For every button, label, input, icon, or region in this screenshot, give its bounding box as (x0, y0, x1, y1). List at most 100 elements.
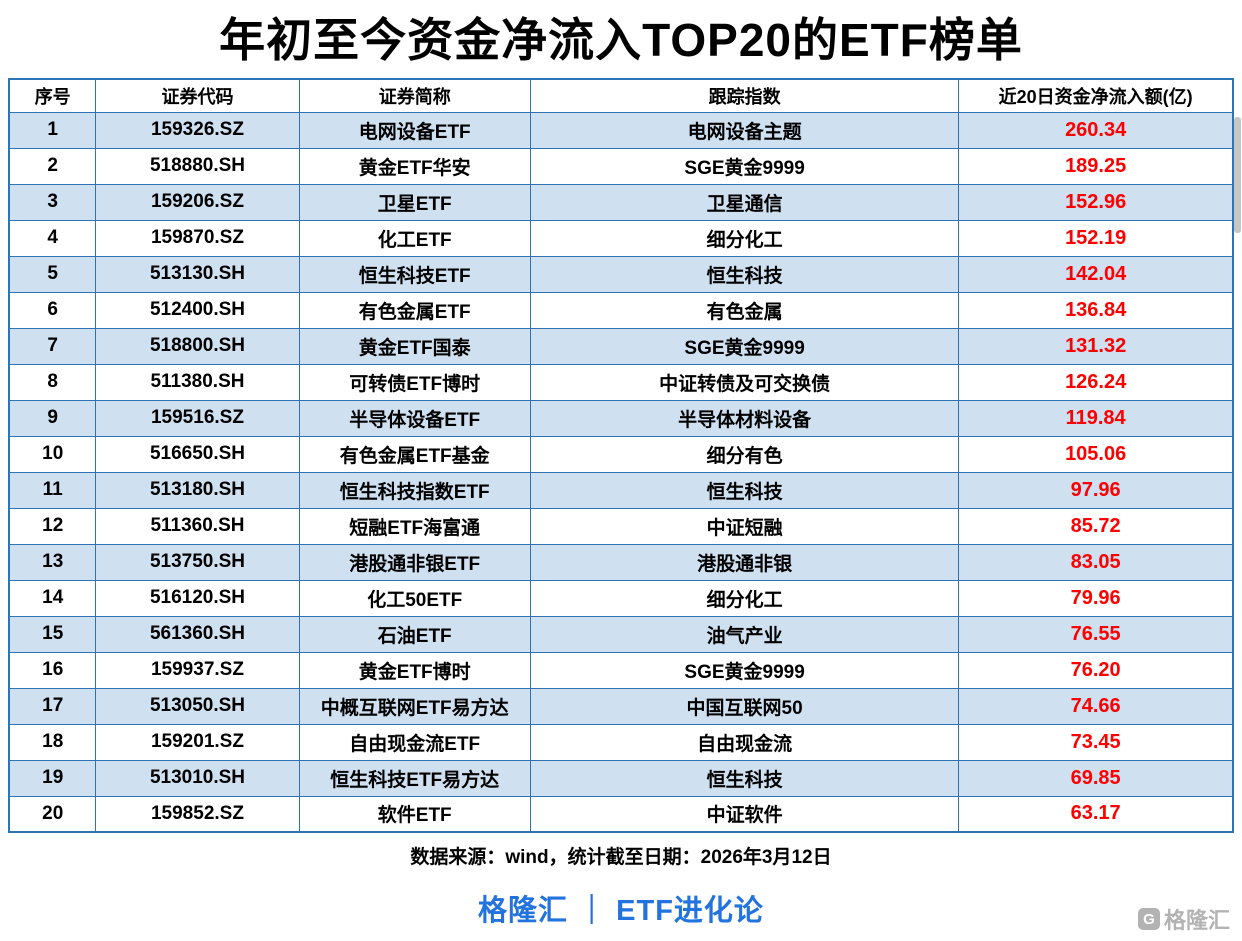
table-row: 10 516650.SH 有色金属ETF基金 细分有色 105.06 (8, 435, 1234, 473)
table-row: 12 511360.SH 短融ETF海富通 中证短融 85.72 (8, 507, 1234, 545)
index-cell: 细分化工 (529, 219, 960, 257)
rank-cell: 1 (8, 111, 97, 149)
table-row: 15 561360.SH 石油ETF 油气产业 76.55 (8, 615, 1234, 653)
code-cell: 513050.SH (95, 687, 300, 725)
table-row: 5 513130.SH 恒生科技ETF 恒生科技 142.04 (8, 255, 1234, 293)
table-row: 9 159516.SZ 半导体设备ETF 半导体材料设备 119.84 (8, 399, 1234, 437)
column-header-0: 序号 (8, 78, 97, 113)
scrollbar-thumb[interactable] (1234, 117, 1241, 233)
page-title: 年初至今资金净流入TOP20的ETF榜单 (219, 14, 1023, 66)
code-cell: 511360.SH (95, 507, 300, 545)
table-row: 19 513010.SH 恒生科技ETF易方达 恒生科技 69.85 (8, 759, 1234, 797)
index-cell: SGE黄金9999 (529, 327, 960, 365)
code-cell: 159326.SZ (95, 111, 300, 149)
rank-cell: 18 (8, 723, 97, 761)
inflow-cell: 142.04 (958, 255, 1234, 293)
rank-cell: 12 (8, 507, 97, 545)
inflow-cell: 152.19 (958, 219, 1234, 257)
rank-cell: 6 (8, 291, 97, 329)
name-cell: 中概互联网ETF易方达 (298, 687, 531, 725)
table-body: 1 159326.SZ 电网设备ETF 电网设备主题 260.34 2 518880.SH 黄… (8, 111, 1234, 833)
table-row: 2 518880.SH 黄金ETF华安 SGE黄金9999 189.25 (8, 147, 1234, 185)
rank-cell: 5 (8, 255, 97, 293)
inflow-cell: 260.34 (958, 111, 1234, 149)
table-row: 14 516120.SH 化工50ETF 细分化工 79.96 (8, 579, 1234, 617)
inflow-cell: 74.66 (958, 687, 1234, 725)
code-cell: 159206.SZ (95, 183, 300, 221)
rank-cell: 17 (8, 687, 97, 725)
code-cell: 518880.SH (95, 147, 300, 185)
code-cell: 513750.SH (95, 543, 300, 581)
index-cell: 港股通非银 (529, 543, 960, 581)
rank-cell: 20 (8, 795, 97, 833)
index-cell: 电网设备主题 (529, 111, 960, 149)
watermark: G 格隆汇 (1137, 903, 1230, 935)
column-header-2: 证券简称 (298, 78, 531, 113)
name-cell: 半导体设备ETF (298, 399, 531, 437)
column-header-4: 近20日资金净流入额(亿) (958, 78, 1234, 113)
inflow-cell: 83.05 (958, 543, 1234, 581)
data-source-note: 数据来源：wind，统计截至日期：2026年3月12日 (410, 847, 832, 868)
name-cell: 黄金ETF博时 (298, 651, 531, 689)
index-cell: 恒生科技 (529, 759, 960, 797)
table-header-row: 序号 证券代码 证券简称 跟踪指数 近20日资金净流入额(亿) (8, 78, 1234, 113)
etf-ranking-table: 序号 证券代码 证券简称 跟踪指数 近20日资金净流入额(亿) 1 159326.SZ 电网… (8, 78, 1234, 833)
index-cell: 油气产业 (529, 615, 960, 653)
table-row: 17 513050.SH 中概互联网ETF易方达 中国互联网50 74.66 (8, 687, 1234, 725)
index-cell: 恒生科技 (529, 471, 960, 509)
inflow-cell: 69.85 (958, 759, 1234, 797)
table-row: 18 159201.SZ 自由现金流ETF 自由现金流 73.45 (8, 723, 1234, 761)
index-cell: 有色金属 (529, 291, 960, 329)
name-cell: 可转债ETF博时 (298, 363, 531, 401)
name-cell: 卫星ETF (298, 183, 531, 221)
code-cell: 561360.SH (95, 615, 300, 653)
table-row: 11 513180.SH 恒生科技指数ETF 恒生科技 97.96 (8, 471, 1234, 509)
index-cell: SGE黄金9999 (529, 147, 960, 185)
inflow-cell: 136.84 (958, 291, 1234, 329)
index-cell: 恒生科技 (529, 255, 960, 293)
rank-cell: 14 (8, 579, 97, 617)
inflow-cell: 73.45 (958, 723, 1234, 761)
code-cell: 159201.SZ (95, 723, 300, 761)
inflow-cell: 131.32 (958, 327, 1234, 365)
column-header-1: 证券代码 (95, 78, 300, 113)
rank-cell: 9 (8, 399, 97, 437)
index-cell: 中证软件 (529, 795, 960, 833)
table-header: 序号 证券代码 证券简称 跟踪指数 近20日资金净流入额(亿) (8, 78, 1234, 113)
rank-cell: 16 (8, 651, 97, 689)
index-cell: 细分有色 (529, 435, 960, 473)
inflow-cell: 76.55 (958, 615, 1234, 653)
code-cell: 518800.SH (95, 327, 300, 365)
code-cell: 159516.SZ (95, 399, 300, 437)
rank-cell: 10 (8, 435, 97, 473)
code-cell: 159852.SZ (95, 795, 300, 833)
code-cell: 513180.SH (95, 471, 300, 509)
inflow-cell: 126.24 (958, 363, 1234, 401)
code-cell: 516650.SH (95, 435, 300, 473)
rank-cell: 8 (8, 363, 97, 401)
table-row: 20 159852.SZ 软件ETF 中证软件 63.17 (8, 795, 1234, 833)
index-cell: 中国互联网50 (529, 687, 960, 725)
name-cell: 自由现金流ETF (298, 723, 531, 761)
code-cell: 513130.SH (95, 255, 300, 293)
index-cell: 卫星通信 (529, 183, 960, 221)
code-cell: 159870.SZ (95, 219, 300, 257)
name-cell: 短融ETF海富通 (298, 507, 531, 545)
inflow-cell: 105.06 (958, 435, 1234, 473)
rank-cell: 3 (8, 183, 97, 221)
inflow-cell: 63.17 (958, 795, 1234, 833)
name-cell: 软件ETF (298, 795, 531, 833)
index-cell: 中证转债及可交换债 (529, 363, 960, 401)
name-cell: 电网设备ETF (298, 111, 531, 149)
table-row: 1 159326.SZ 电网设备ETF 电网设备主题 260.34 (8, 111, 1234, 149)
table-row: 16 159937.SZ 黄金ETF博时 SGE黄金9999 76.20 (8, 651, 1234, 689)
watermark-text: 格隆汇 (1163, 908, 1230, 933)
name-cell: 恒生科技ETF易方达 (298, 759, 531, 797)
code-cell: 516120.SH (95, 579, 300, 617)
inflow-cell: 97.96 (958, 471, 1234, 509)
gelonghui-logo-icon: G (1137, 908, 1160, 930)
rank-cell: 7 (8, 327, 97, 365)
name-cell: 化工ETF (298, 219, 531, 257)
name-cell: 黄金ETF国泰 (298, 327, 531, 365)
code-cell: 512400.SH (95, 291, 300, 329)
